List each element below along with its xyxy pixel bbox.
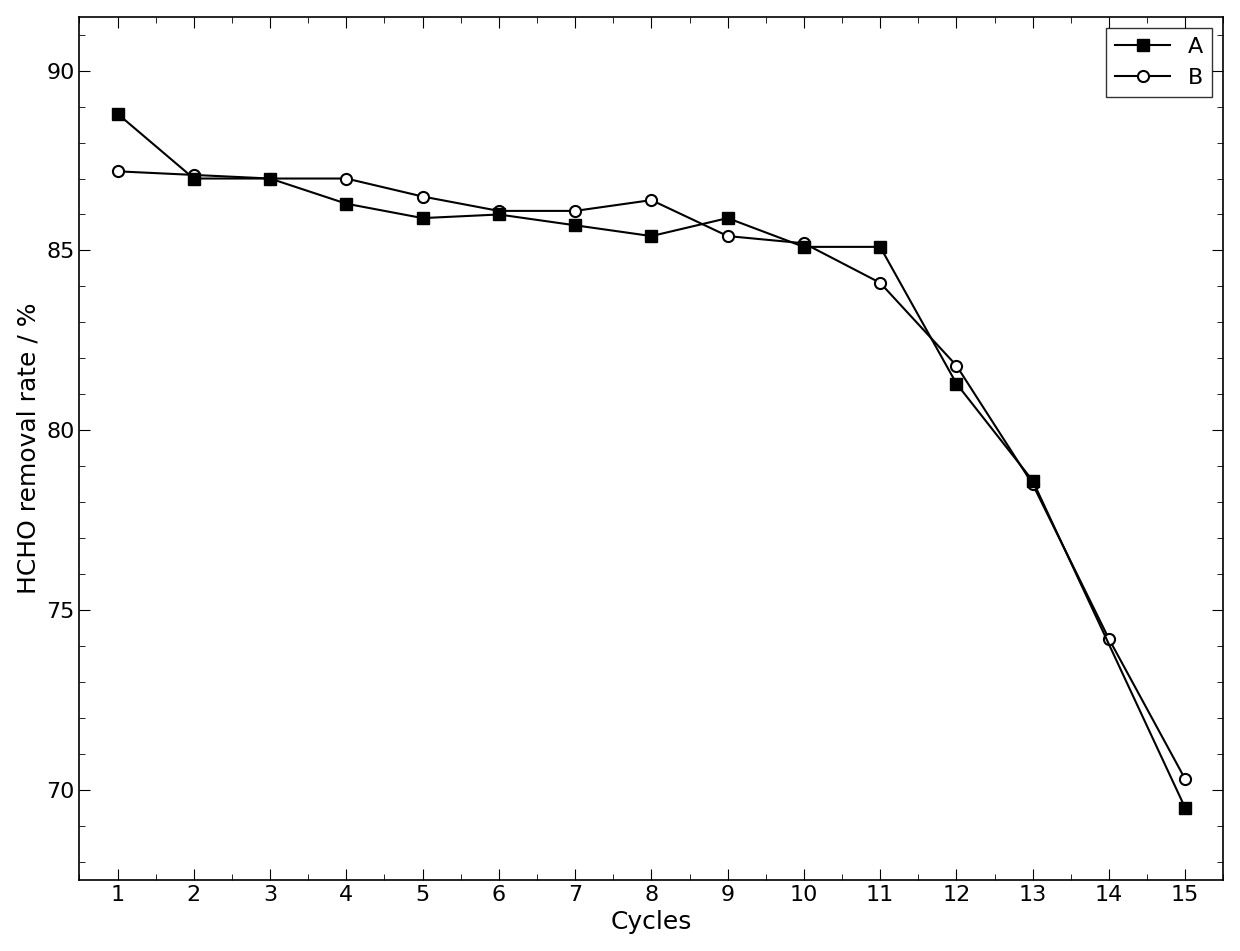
A (415, 212, 430, 223)
Legend: A, B: A, B (1106, 28, 1213, 97)
A (339, 198, 353, 209)
A (1025, 475, 1040, 486)
B (644, 194, 658, 205)
B (1025, 478, 1040, 490)
A (568, 220, 583, 231)
A (873, 242, 888, 253)
B (568, 205, 583, 217)
A (263, 173, 278, 184)
X-axis label: Cycles: Cycles (611, 910, 692, 934)
A (491, 209, 506, 221)
Y-axis label: HCHO removal rate / %: HCHO removal rate / % (16, 302, 41, 594)
B (491, 205, 506, 217)
B (415, 191, 430, 203)
A (110, 108, 125, 120)
B (1178, 773, 1193, 785)
B (263, 173, 278, 184)
B (1101, 633, 1116, 645)
A (644, 230, 658, 242)
A (720, 212, 735, 223)
A (796, 242, 811, 253)
Line: B: B (112, 165, 1190, 785)
B (339, 173, 353, 184)
B (186, 169, 201, 181)
B (110, 165, 125, 177)
B (796, 238, 811, 249)
B (949, 359, 963, 371)
A (186, 173, 201, 184)
A (1178, 803, 1193, 814)
Line: A: A (112, 108, 1190, 813)
B (873, 277, 888, 288)
B (720, 230, 735, 242)
A (949, 378, 963, 389)
